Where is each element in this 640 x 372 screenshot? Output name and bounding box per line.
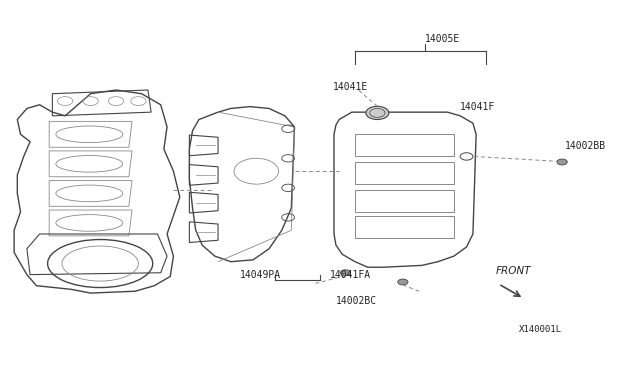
Text: 14002BB: 14002BB [565, 141, 607, 151]
Text: FRONT: FRONT [495, 266, 531, 276]
Text: X140001L: X140001L [519, 325, 562, 334]
Text: 14002BC: 14002BC [336, 296, 377, 306]
Text: 14041FA: 14041FA [330, 270, 371, 280]
Circle shape [366, 106, 389, 119]
Circle shape [557, 159, 567, 165]
Text: 14041F: 14041F [460, 102, 495, 112]
Text: 14049PA: 14049PA [241, 270, 282, 280]
Text: 14041E: 14041E [333, 82, 368, 92]
Circle shape [397, 279, 408, 285]
Circle shape [340, 270, 351, 276]
Text: 14005E: 14005E [425, 34, 460, 44]
